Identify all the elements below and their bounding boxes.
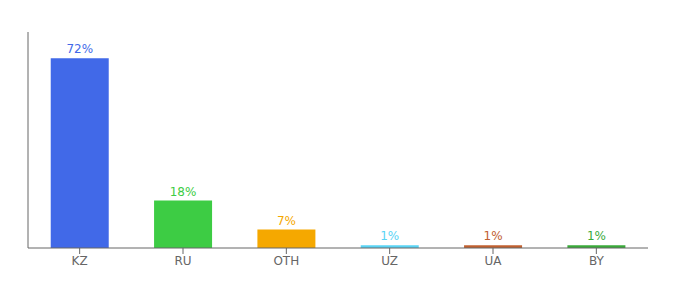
- svg-text:UA: UA: [485, 254, 503, 268]
- svg-text:7%: 7%: [277, 214, 296, 228]
- svg-text:UZ: UZ: [381, 254, 398, 268]
- svg-text:1%: 1%: [587, 229, 606, 243]
- svg-text:1%: 1%: [484, 229, 503, 243]
- svg-text:18%: 18%: [170, 185, 197, 199]
- svg-text:72%: 72%: [66, 42, 93, 56]
- svg-text:KZ: KZ: [72, 254, 88, 268]
- svg-text:1%: 1%: [380, 229, 399, 243]
- svg-text:OTH: OTH: [273, 254, 299, 268]
- svg-text:BY: BY: [589, 254, 605, 268]
- svg-text:RU: RU: [174, 254, 191, 268]
